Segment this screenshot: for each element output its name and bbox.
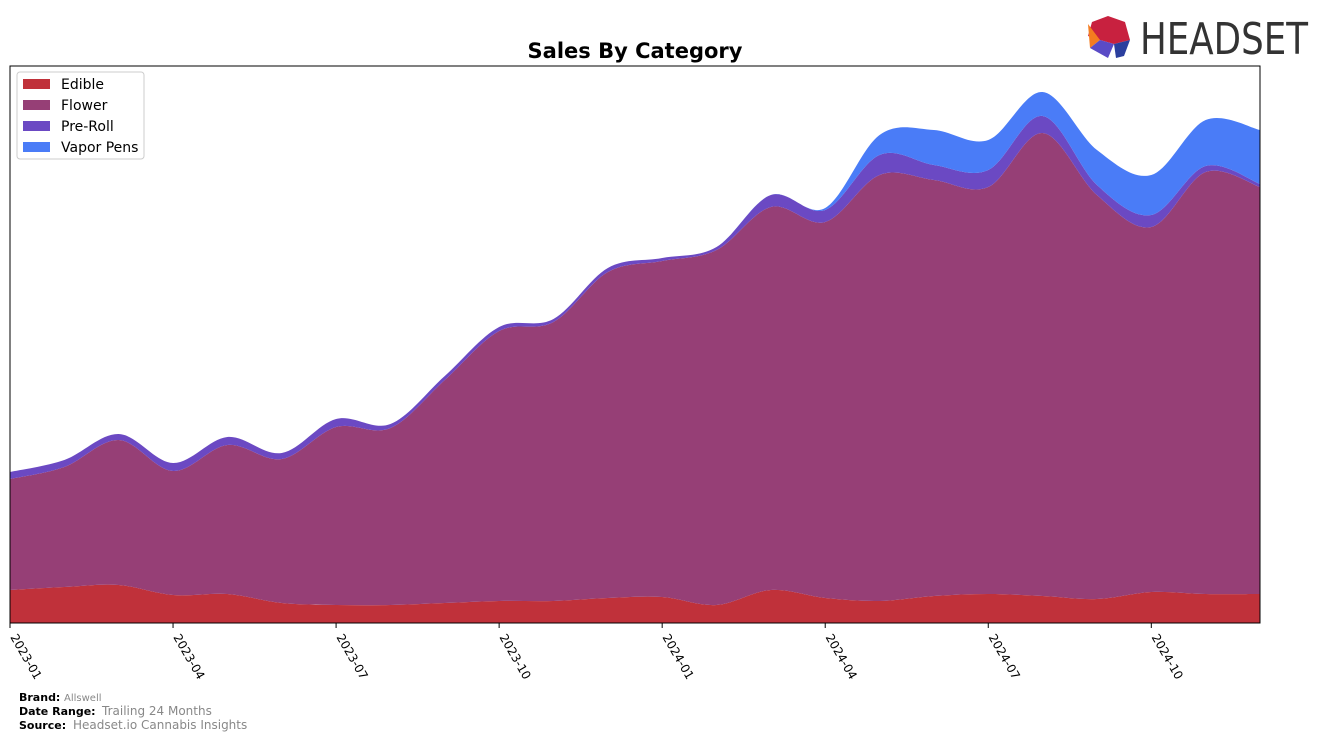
x-tick-label: 2023-01 bbox=[7, 632, 44, 682]
x-tick-label: 2024-04 bbox=[823, 632, 860, 682]
plot-area bbox=[10, 91, 1260, 623]
legend-frame bbox=[16, 71, 145, 160]
logo: HEADSET bbox=[1088, 14, 1308, 65]
x-tick-label: 2024-10 bbox=[1149, 632, 1186, 682]
x-tick-label: 2024-07 bbox=[986, 632, 1023, 682]
legend-label: Vapor Pens bbox=[61, 140, 138, 156]
footer: Brand: Allswell Date Range: Trailing 24 … bbox=[19, 691, 247, 732]
legend-label: Pre-Roll bbox=[61, 119, 114, 135]
logo-text: HEADSET bbox=[1140, 14, 1308, 65]
x-tick-label: 2023-07 bbox=[333, 632, 370, 682]
footer-label: Source: bbox=[19, 719, 66, 732]
legend-label: Flower bbox=[61, 98, 108, 114]
legend-swatch bbox=[23, 79, 50, 89]
legend-swatch bbox=[23, 100, 50, 110]
legend: Edible Flower Pre-Roll Vapor Pens bbox=[16, 71, 145, 160]
plot-frame bbox=[9, 65, 1261, 624]
area bbox=[10, 115, 1260, 479]
footer-value: Allswell bbox=[64, 693, 102, 704]
footer-value: Trailing 24 Months bbox=[101, 704, 212, 718]
area bbox=[10, 132, 1260, 606]
legend-swatch bbox=[23, 142, 50, 152]
footer-label: Brand: bbox=[19, 691, 60, 704]
chart-title: Sales By Category bbox=[528, 39, 743, 63]
x-tick-label: 2023-10 bbox=[497, 632, 534, 682]
x-tick-label: 2024-01 bbox=[660, 632, 697, 682]
footer-value: Headset.io Cannabis Insights bbox=[73, 718, 247, 732]
legend-swatch bbox=[23, 121, 50, 131]
footer-label: Date Range: bbox=[19, 705, 96, 718]
x-tick-label: 2023-04 bbox=[170, 632, 207, 682]
area bbox=[10, 584, 1260, 623]
legend-label: Edible bbox=[61, 77, 104, 93]
